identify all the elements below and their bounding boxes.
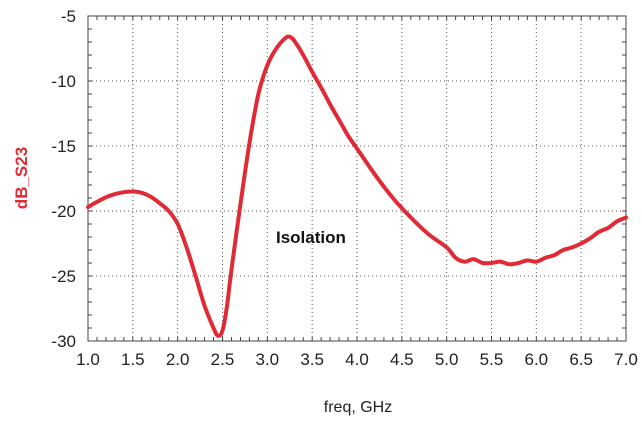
x-tick-label: 5.5: [480, 350, 504, 369]
series-line-dB_S23: [86, 34, 628, 338]
x-tick-label: 5.0: [435, 350, 459, 369]
y-tick-label: -10: [51, 72, 76, 91]
x-axis-title: freq, GHz: [324, 399, 392, 416]
x-tick-label: 2.5: [211, 350, 235, 369]
y-axis-title: dB_S23: [12, 147, 31, 209]
x-tick-label: 1.0: [76, 350, 100, 369]
y-tick-label: -5: [61, 7, 76, 26]
y-tick-labels: -5 -10 -15 -20 -25 -30: [51, 7, 76, 351]
x-tick-label: 6.0: [525, 350, 549, 369]
x-tick-label: 6.5: [569, 350, 593, 369]
y-tick-label: -25: [51, 267, 76, 286]
x-tick-label: 7.0: [614, 350, 638, 369]
y-tick-label: -20: [51, 202, 76, 221]
x-tick-label: 4.0: [345, 350, 369, 369]
x-tick-label: 3.5: [300, 350, 324, 369]
x-tick-label: 1.5: [121, 350, 145, 369]
plot-area: [88, 16, 626, 341]
x-tick-label: 3.0: [256, 350, 280, 369]
y-tick-label: -30: [51, 332, 76, 351]
x-tick-labels: 1.0 1.5 2.0 2.5 3.0 3.5 4.0 4.5 5.0 5.5 6.0 6.5 7.0: [76, 350, 638, 369]
minor-ticks: [87, 15, 627, 342]
plot-border: [87, 15, 627, 342]
y-tick-label: -15: [51, 137, 76, 156]
x-tick-label: 4.5: [390, 350, 414, 369]
isolation-annotation: Isolation: [276, 228, 346, 247]
x-tick-label: 2.0: [166, 350, 190, 369]
